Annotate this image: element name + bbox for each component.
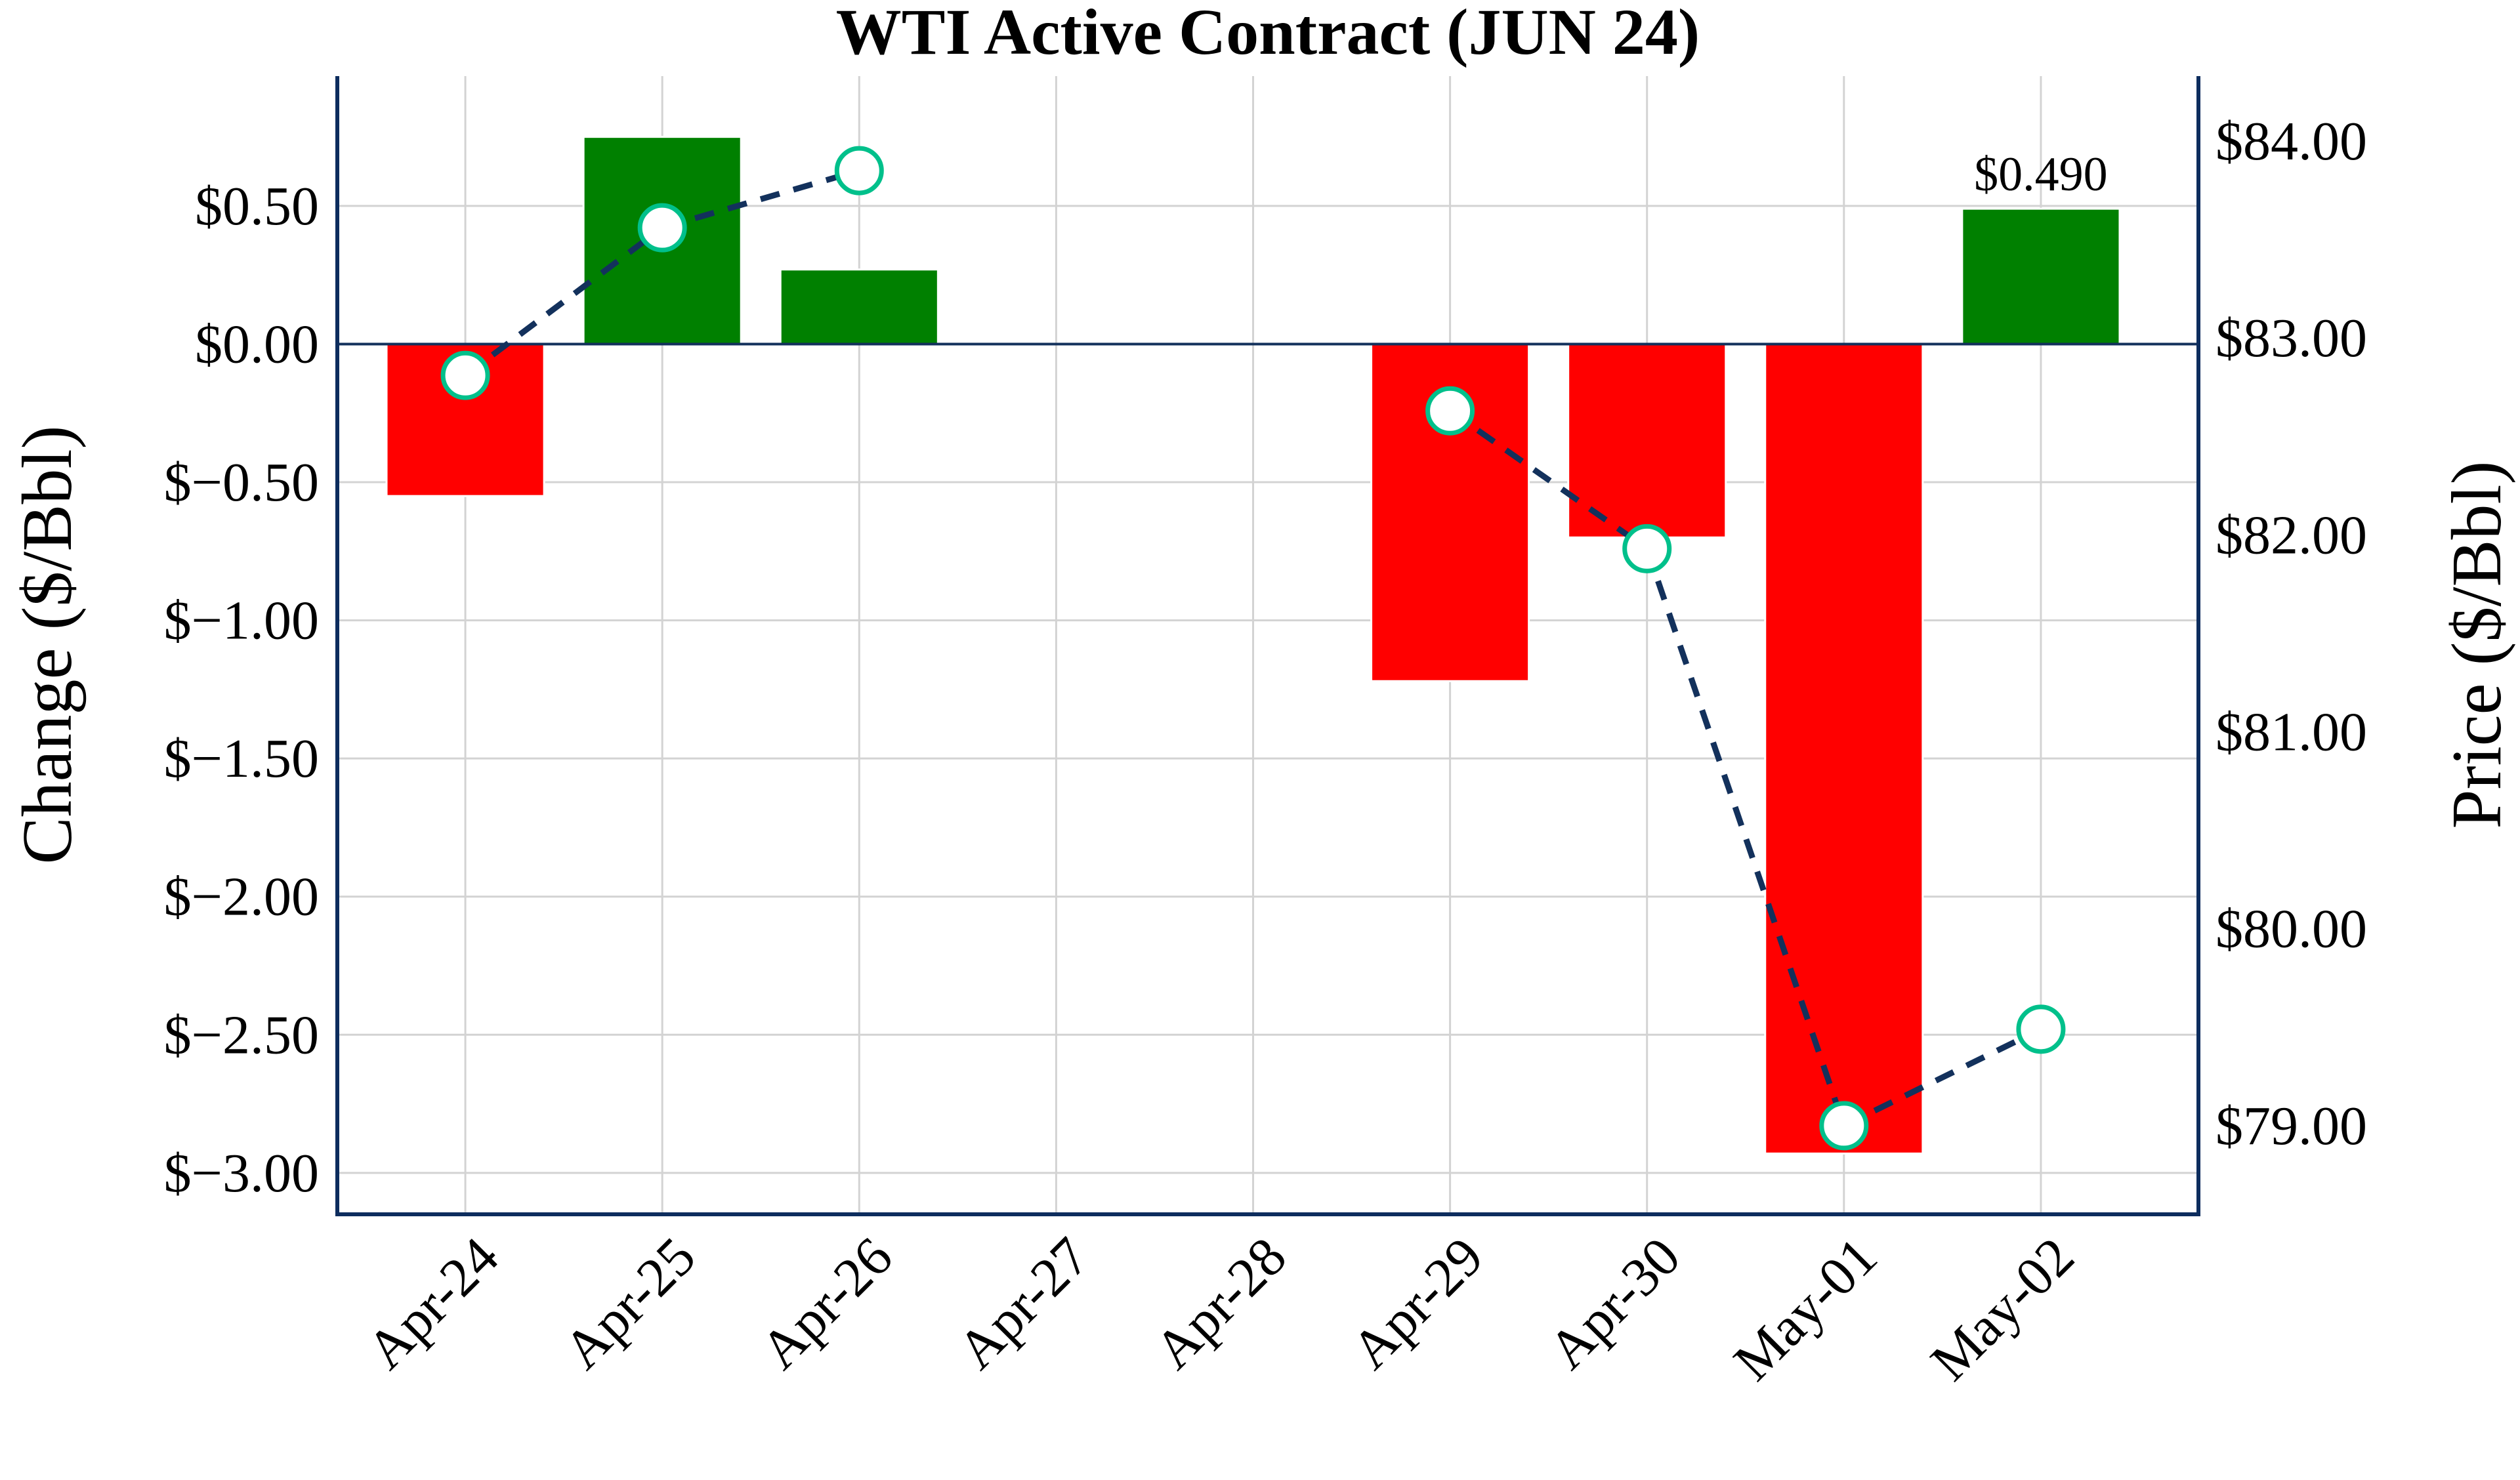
price-line-segment: [661, 167, 860, 231]
x-tick-label: Apr-28: [1143, 1226, 1298, 1381]
y2-tick-label: $82.00: [2216, 504, 2367, 565]
x-tick-label: Apr-25: [552, 1226, 707, 1381]
price-marker-apr-29: [1425, 386, 1475, 436]
y-tick-label: $0.50: [195, 176, 319, 237]
x-tick-label: Apr-30: [1537, 1226, 1692, 1381]
y2-tick-label: $84.00: [2216, 111, 2367, 172]
price-line-segment: [1448, 408, 1649, 552]
x-tick-label: Apr-27: [946, 1226, 1101, 1381]
chart-title: WTI Active Contract (JUN 24): [836, 0, 1700, 68]
bar-may-01: [1764, 342, 1924, 1155]
y-tick-label: $−1.00: [164, 590, 319, 651]
x-tick-label: May-02: [1920, 1226, 2086, 1393]
price-marker-apr-30: [1622, 524, 1672, 573]
price-marker-apr-26: [834, 146, 884, 195]
y-tick-label: $−2.00: [164, 867, 319, 928]
data-label: $0.490: [1974, 148, 2108, 201]
price-line-segment: [1842, 1026, 2042, 1128]
x-tick-label: Apr-29: [1340, 1226, 1495, 1381]
y2-tick-label: $80.00: [2216, 899, 2367, 960]
bar-apr-30: [1567, 342, 1727, 539]
y-tick-label: $−2.50: [164, 1004, 319, 1065]
y2-tick-label: $81.00: [2216, 702, 2367, 763]
y2-tick-label: $83.00: [2216, 308, 2367, 369]
price-marker-apr-24: [440, 350, 490, 400]
spines: [335, 76, 2200, 1216]
y-tick-label: $−1.50: [164, 728, 319, 789]
x-tick-label: May-01: [1722, 1226, 1889, 1393]
y2-axis-label: Price ($/Bbl): [2438, 461, 2516, 829]
price-marker-may-02: [2016, 1004, 2066, 1054]
y-tick-label: $0.00: [195, 314, 319, 375]
price-marker-apr-25: [637, 203, 687, 253]
y-axis-label: Change ($/Bbl): [9, 426, 87, 865]
y-tick-label: $−3.00: [164, 1143, 319, 1204]
price-line-segment: [463, 225, 664, 378]
bar-may-02: [1961, 207, 2121, 345]
y-tick-label: $−0.50: [164, 452, 319, 513]
y2-tick-label: $79.00: [2216, 1096, 2367, 1157]
price-marker-may-01: [1819, 1101, 1869, 1151]
bar-apr-26: [779, 268, 939, 345]
x-tick-label: Apr-24: [355, 1226, 510, 1381]
x-tick-label: Apr-26: [749, 1226, 904, 1381]
price-line: [440, 146, 2066, 1151]
